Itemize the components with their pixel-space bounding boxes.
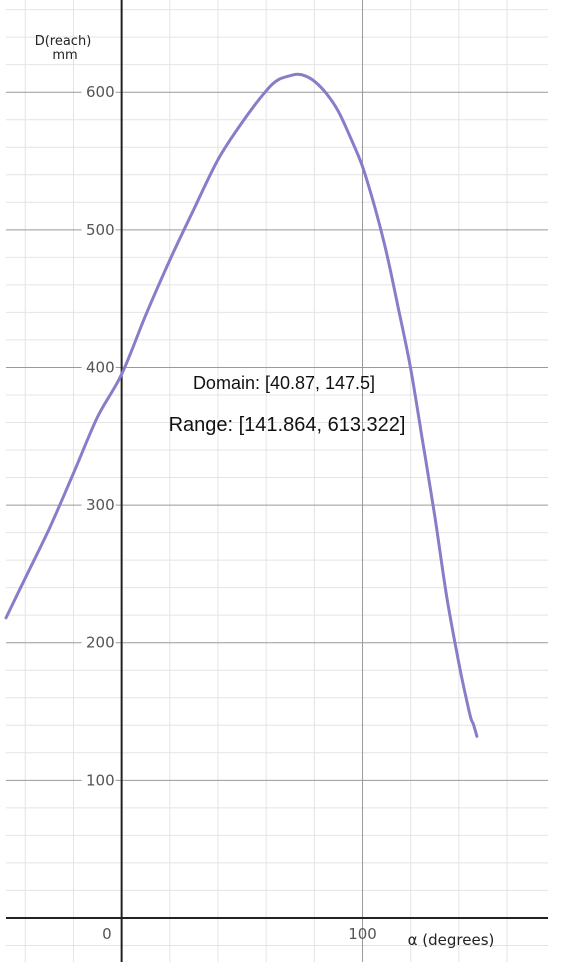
major-grid <box>6 0 548 962</box>
y-tick-label: 200 <box>86 634 115 652</box>
range-annotation: Range: [141.864, 613.322] <box>169 414 406 436</box>
series-group <box>4 72 479 738</box>
minor-grid <box>6 0 548 962</box>
y-tick-label-bg <box>81 770 116 791</box>
y-tick-label: 500 <box>86 221 115 239</box>
y-tick-label-bg <box>81 495 116 516</box>
y-axis-label-line2: mm <box>52 48 77 63</box>
y-tick-label: 300 <box>86 496 115 514</box>
y-tick-label: 100 <box>86 771 115 789</box>
axes <box>6 0 548 962</box>
y-tick-label-bg <box>81 632 116 653</box>
x-tick-label: 100 <box>348 925 377 943</box>
y-axis-label-line1: D(reach) <box>35 34 92 49</box>
domain-annotation: Domain: [40.87, 147.5] <box>193 373 375 393</box>
y-tick-label-bg <box>81 219 116 240</box>
x-axis-label: α (degrees) <box>408 931 495 949</box>
y-tick-label-bg <box>81 82 116 103</box>
y-tick-label: 600 <box>86 83 115 101</box>
y-tick-label: 400 <box>86 358 115 376</box>
series-line <box>4 72 479 738</box>
tick-labels: 100 200 300 400 500 600 100 0 <box>81 82 377 943</box>
y-tick-label-bg <box>81 357 116 378</box>
origin-label: 0 <box>102 925 112 943</box>
